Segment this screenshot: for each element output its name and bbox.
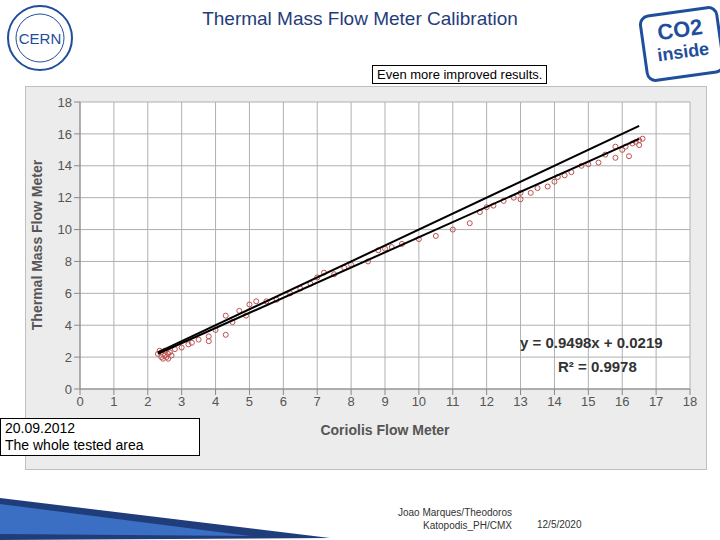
svg-text:0: 0 (76, 394, 83, 409)
html-text:CO2: CO2 (655, 14, 705, 46)
svg-text:1: 1 (110, 394, 117, 409)
svg-text:5: 5 (246, 394, 253, 409)
svg-text:10: 10 (412, 394, 426, 409)
svg-text:11: 11 (446, 394, 460, 409)
html-text:Thermal Mass Flow Meter: Thermal Mass Flow Meter (29, 159, 45, 331)
html-text:Katopodis_PH/CMX: Katopodis_PH/CMX (423, 520, 512, 531)
svg-text:8: 8 (347, 394, 354, 409)
svg-text:10: 10 (58, 222, 72, 237)
svg-text:12: 12 (479, 394, 493, 409)
svg-text:18: 18 (683, 394, 697, 409)
svg-text:16: 16 (615, 394, 629, 409)
svg-text:13: 13 (513, 394, 527, 409)
svg-text:7: 7 (314, 394, 321, 409)
svg-text:16: 16 (58, 127, 72, 142)
svg-text:8: 8 (65, 254, 72, 269)
svg-text:4: 4 (65, 318, 72, 333)
svg-text:CERN: CERN (19, 30, 62, 47)
svg-text:6: 6 (280, 394, 287, 409)
svg-text:14: 14 (58, 158, 72, 173)
svg-text:18: 18 (58, 95, 72, 110)
html-text:20.09.2012: 20.09.2012 (5, 420, 76, 436)
svg-text:3: 3 (178, 394, 185, 409)
html-text:The whole tested area: The whole tested area (5, 436, 144, 453)
svg-text:2: 2 (144, 394, 151, 409)
html-text:inside: inside (656, 38, 711, 66)
svg-text:4: 4 (212, 394, 219, 409)
html-text:12/5/2020: 12/5/2020 (537, 519, 582, 530)
svg-text:6: 6 (65, 286, 72, 301)
html-text:y = 0.9498x + 0.0219: y = 0.9498x + 0.0219 (520, 334, 663, 351)
svg-text:14: 14 (547, 394, 561, 409)
html-text:R² = 0.9978: R² = 0.9978 (558, 358, 637, 375)
html-text:Even more improved results.: Even more improved results. (377, 67, 543, 82)
svg-text:Coriolis Flow Meter: Coriolis Flow Meter (320, 422, 450, 438)
svg-text:12: 12 (58, 190, 72, 205)
svg-text:2: 2 (65, 350, 72, 365)
svg-text:0: 0 (65, 382, 72, 397)
html-text:Thermal Mass Flow Meter Calibr: Thermal Mass Flow Meter Calibration (202, 8, 518, 29)
svg-text:9: 9 (381, 394, 388, 409)
svg-text:17: 17 (649, 394, 663, 409)
html-text:Joao Marques/Theodoros: Joao Marques/Theodoros (398, 507, 512, 518)
svg-text:15: 15 (581, 394, 595, 409)
